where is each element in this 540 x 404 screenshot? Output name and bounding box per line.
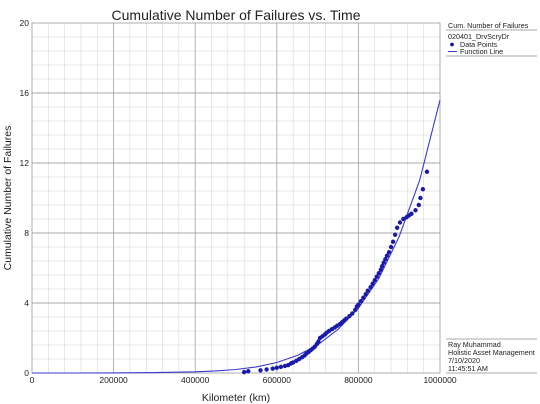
data-point <box>246 369 251 374</box>
legend-dataset: 020401_DrvScryDr <box>448 32 510 41</box>
data-point <box>386 250 392 255</box>
y-tick-label: 4 <box>24 298 29 308</box>
data-point <box>394 225 400 230</box>
data-point <box>270 366 275 371</box>
data-point <box>358 299 364 304</box>
x-tick-label: 400000 <box>181 375 210 385</box>
data-point <box>424 169 430 174</box>
data-point <box>388 244 394 250</box>
data-point <box>365 288 370 293</box>
footer-date: 7/10/2020 <box>448 356 480 365</box>
data-point <box>274 365 279 370</box>
data-point <box>376 271 381 276</box>
data-point <box>392 232 398 237</box>
chart-title: Cumulative Number of Failures vs. Time <box>112 7 361 23</box>
data-point <box>372 278 377 283</box>
y-tick-label: 20 <box>20 18 30 28</box>
data-point <box>374 274 379 279</box>
footer-time: 11:45:51 AM <box>448 364 488 373</box>
x-tick-label: 200000 <box>99 375 128 385</box>
footer-info: Ray Muhammad Holistic Asset Management 7… <box>446 338 537 374</box>
data-point <box>290 360 296 365</box>
data-point <box>343 316 349 321</box>
x-tick-label: 800000 <box>344 375 373 385</box>
footer-organization: Holistic Asset Management <box>448 348 535 357</box>
data-point <box>350 311 355 316</box>
data-point <box>361 295 366 300</box>
plot-frame <box>31 22 441 374</box>
data-point <box>397 220 403 225</box>
footer-author: Ray Muhammad <box>448 340 501 349</box>
x-axis-title: Kilometer (km) <box>202 392 270 404</box>
data-point <box>390 239 396 244</box>
data-point <box>264 367 269 372</box>
data-point <box>370 281 375 286</box>
data-point <box>409 211 414 216</box>
legend-item-line: Function Line <box>460 47 503 56</box>
x-tick-label: 1000000 <box>423 375 456 385</box>
data-point <box>347 313 352 319</box>
data-point <box>384 253 390 258</box>
data-point <box>241 369 247 375</box>
data-point <box>278 364 284 370</box>
data-point <box>352 307 358 313</box>
function-line <box>32 99 441 374</box>
data-point <box>418 195 423 201</box>
legend-item-points: Data Points <box>460 40 498 49</box>
data-point <box>401 216 406 222</box>
tick-labels: 0 200000 400000 600000 800000 1000000 0 4 8 12 16 2… <box>20 18 457 385</box>
function-line-series <box>32 99 441 374</box>
data-point <box>316 339 321 344</box>
data-point <box>416 202 421 208</box>
legend-point-marker <box>450 42 454 47</box>
y-tick-label: 0 <box>24 368 29 378</box>
data-point <box>258 368 263 373</box>
y-axis-title: Cumulative Number of Failures <box>2 126 14 271</box>
data-point <box>356 302 361 307</box>
y-tick-label: 8 <box>24 228 29 238</box>
grid <box>32 23 440 373</box>
data-point <box>363 292 368 297</box>
data-point <box>378 267 384 272</box>
y-tick-label: 12 <box>20 158 30 168</box>
data-point <box>420 187 426 192</box>
data-point <box>413 208 418 213</box>
data-point <box>383 257 388 262</box>
x-tick-label: 600000 <box>263 375 292 385</box>
data-points-series <box>241 169 430 375</box>
data-point <box>379 264 385 269</box>
data-point <box>368 285 373 290</box>
data-point <box>381 260 386 265</box>
x-tick-label: 0 <box>30 375 35 385</box>
y-tick-label: 16 <box>20 88 30 98</box>
legend: Cum. Number of Failures 020401_DrvScryDr… <box>446 21 537 57</box>
legend-header: Cum. Number of Failures <box>448 21 529 30</box>
